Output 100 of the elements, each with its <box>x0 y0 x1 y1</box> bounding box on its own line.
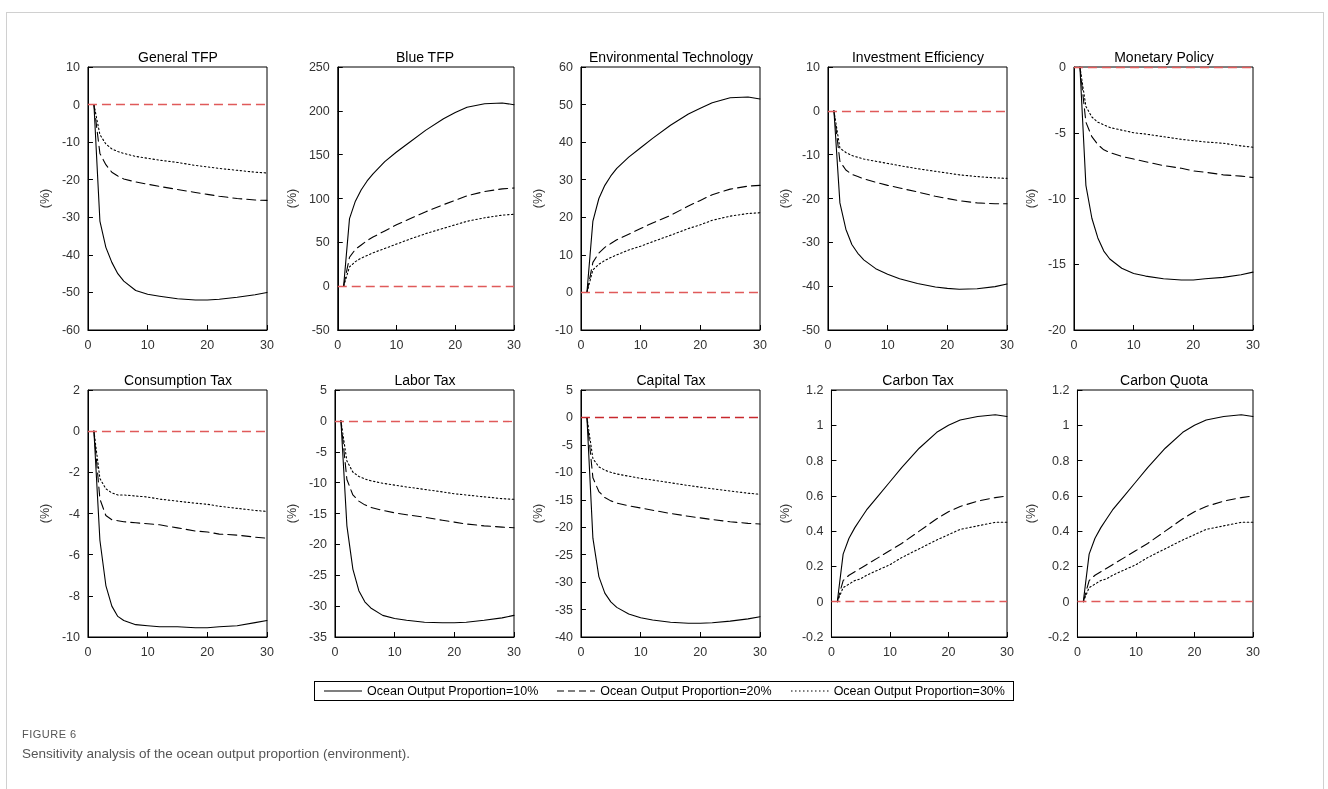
x-tick-label: 10 <box>389 337 403 352</box>
y-tick-label: 10 <box>66 60 81 74</box>
y-tick-label: 250 <box>308 60 330 74</box>
y-tick-label: -10 <box>801 147 820 162</box>
x-tick-label: 0 <box>577 337 585 352</box>
x-tick-label: 20 <box>447 337 462 352</box>
y-tick-label: -35 <box>554 602 573 617</box>
y-tick-label: 1 <box>815 418 823 433</box>
y-tick-label: 0 <box>1062 594 1070 609</box>
chart-title: Environmental Technology <box>589 49 753 65</box>
chart-title: Labor Tax <box>393 372 456 388</box>
x-tick-label: 20 <box>939 337 954 352</box>
y-tick-label: 30 <box>559 172 574 187</box>
y-tick-label: 0.2 <box>1052 559 1070 574</box>
y-tick-label: 0 <box>73 424 81 439</box>
y-tick-label: 10 <box>805 60 820 74</box>
chart-title: Blue TFP <box>395 49 454 65</box>
x-tick-label: 30 <box>999 644 1014 659</box>
y-axis-title: (%) <box>777 503 791 524</box>
x-tick-label: 0 <box>333 337 341 352</box>
x-tick-label: 20 <box>200 337 215 352</box>
y-tick-label: 0 <box>322 279 330 294</box>
x-tick-label: 10 <box>1126 337 1141 352</box>
x-tick-label: 0 <box>827 644 835 659</box>
y-tick-label: 1.2 <box>1052 383 1070 397</box>
y-axis-title: (%) <box>530 188 545 209</box>
y-tick-label: 0.6 <box>1052 488 1070 503</box>
y-axis-title: (%) <box>37 503 52 524</box>
x-tick-label: 10 <box>882 644 897 659</box>
y-tick-label: 200 <box>308 103 330 118</box>
y-tick-label: 5 <box>319 383 327 397</box>
y-tick-label: -25 <box>554 547 573 562</box>
y-tick-label: 50 <box>315 235 330 250</box>
chart-title: Carbon Quota <box>1120 372 1209 388</box>
legend-label: Ocean Output Proportion=30% <box>833 684 1005 698</box>
x-tick-label: 10 <box>633 644 648 659</box>
x-tick-label: 30 <box>506 644 521 659</box>
y-tick-label: 1 <box>1062 418 1070 433</box>
y-tick-label: 0 <box>566 410 574 425</box>
y-tick-label: 0 <box>812 103 820 118</box>
y-tick-label: -50 <box>311 323 330 337</box>
y-tick-label: 40 <box>559 135 574 150</box>
y-tick-label: -10 <box>308 475 327 490</box>
chart-title: Carbon Tax <box>881 372 954 388</box>
y-tick-label: -15 <box>308 506 327 521</box>
y-tick-label: 2 <box>73 383 81 397</box>
y-tick-label: 0.6 <box>805 488 823 503</box>
y-tick-label: -30 <box>308 599 327 614</box>
chart-title: Capital Tax <box>636 372 706 388</box>
y-tick-label: -10 <box>1047 191 1066 206</box>
y-tick-label: 1.2 <box>805 383 823 397</box>
y-tick-label: 0 <box>1059 60 1067 74</box>
y-tick-label: -10 <box>554 465 573 480</box>
x-tick-label: 20 <box>693 644 708 659</box>
x-tick-label: 10 <box>633 337 648 352</box>
x-tick-label: 30 <box>753 644 767 659</box>
x-tick-label: 20 <box>200 644 215 659</box>
legend-label: Ocean Output Proportion=20% <box>600 684 772 698</box>
y-tick-label: 0 <box>566 285 574 300</box>
y-axis-title: (%) <box>284 188 298 209</box>
y-tick-label: -50 <box>61 285 80 300</box>
y-tick-label: 100 <box>308 191 330 206</box>
y-tick-label: -50 <box>801 323 820 337</box>
x-tick-label: 20 <box>941 644 955 659</box>
x-tick-label: 30 <box>506 337 521 352</box>
y-axis-title: (%) <box>530 503 545 524</box>
y-tick-label: -5 <box>561 437 573 452</box>
x-tick-label: 20 <box>693 337 708 352</box>
y-tick-label: -20 <box>1047 323 1066 337</box>
chart-title: General TFP <box>138 49 218 65</box>
y-tick-label: -0.2 <box>1047 630 1070 644</box>
y-tick-label: -5 <box>1054 125 1066 140</box>
y-tick-label: -4 <box>68 506 80 521</box>
y-tick-label: -20 <box>308 537 327 552</box>
y-tick-label: -2 <box>68 465 80 480</box>
y-tick-label: -30 <box>554 575 573 590</box>
x-tick-label: 30 <box>260 644 274 659</box>
caption: FIGURE 6 <box>22 728 78 740</box>
y-tick-label: -10 <box>554 323 573 337</box>
y-tick-label: 0 <box>815 594 823 609</box>
y-tick-label: -40 <box>554 630 573 644</box>
x-tick-label: 10 <box>140 644 155 659</box>
y-tick-label: 60 <box>559 60 574 74</box>
y-tick-label: -40 <box>61 247 80 262</box>
text: Sensitivity analysis of the ocean output proportion (environment). <box>22 746 410 761</box>
y-tick-label: 0.8 <box>805 453 823 468</box>
y-tick-label: 0.4 <box>805 524 823 539</box>
y-tick-label: 20 <box>559 210 574 225</box>
x-tick-label: 10 <box>880 337 895 352</box>
x-tick-label: 20 <box>446 644 461 659</box>
y-tick-label: 0.2 <box>805 559 823 574</box>
y-tick-label: -40 <box>801 279 820 294</box>
y-tick-label: 5 <box>566 383 574 397</box>
y-tick-label: -6 <box>68 547 80 562</box>
x-tick-label: 30 <box>260 337 274 352</box>
x-tick-label: 0 <box>84 644 92 659</box>
y-tick-label: 0 <box>73 97 81 112</box>
y-tick-label: -20 <box>61 172 80 187</box>
y-tick-label: 0.4 <box>1052 524 1070 539</box>
y-tick-label: -35 <box>308 630 327 644</box>
